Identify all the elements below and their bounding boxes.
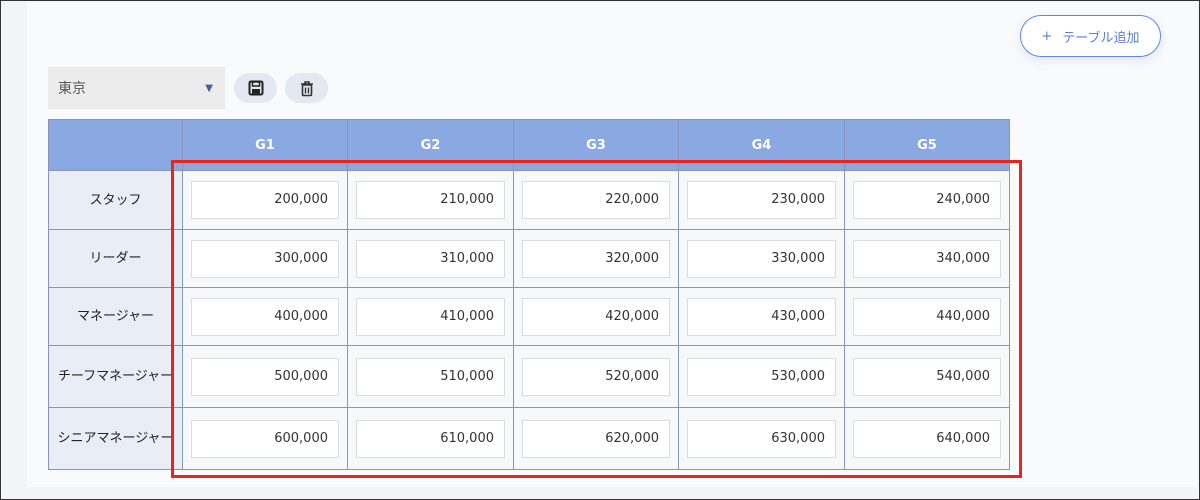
table-cell: 400,000: [182, 287, 348, 346]
amount-input[interactable]: 230,000: [687, 181, 836, 219]
amount-input[interactable]: 320,000: [522, 239, 670, 278]
table-row: シニアマネージャー 600,000 610,000 620,000 630,000 640…: [48, 407, 1010, 470]
amount-input[interactable]: 420,000: [522, 297, 670, 336]
table-cell: 430,000: [678, 287, 845, 346]
region-select-value: 東京: [58, 81, 86, 97]
plus-icon: +: [1041, 28, 1053, 44]
save-button[interactable]: [234, 73, 277, 103]
table-cell: 420,000: [513, 287, 679, 346]
add-table-label: テーブル追加: [1062, 30, 1140, 46]
table-cell: 200,000: [182, 170, 348, 230]
table-cell: 410,000: [347, 287, 514, 346]
row-label: リーダー: [48, 229, 183, 288]
table-cell: 500,000: [182, 345, 348, 408]
table-cell: 510,000: [347, 345, 514, 408]
table-cell: 210,000: [347, 170, 514, 230]
salary-table: G1 G2 G3 G4 G5 スタッフ 200,000 210,000 220,000 230,…: [48, 119, 1010, 470]
amount-input[interactable]: 200,000: [191, 181, 339, 219]
amount-input[interactable]: 430,000: [687, 297, 836, 336]
amount-input[interactable]: 520,000: [522, 357, 670, 396]
amount-input[interactable]: 610,000: [356, 419, 505, 458]
region-select[interactable]: 東京 ▼: [48, 67, 225, 109]
amount-input[interactable]: 630,000: [687, 419, 836, 458]
table-cell: 220,000: [513, 170, 679, 230]
amount-input[interactable]: 500,000: [191, 357, 339, 396]
add-table-button[interactable]: + テーブル追加: [1020, 15, 1161, 57]
amount-input[interactable]: 300,000: [191, 239, 339, 278]
row-label: マネージャー: [48, 287, 183, 346]
table-cell: 310,000: [347, 229, 514, 288]
amount-input[interactable]: 540,000: [853, 357, 1001, 396]
amount-input[interactable]: 640,000: [853, 419, 1001, 458]
amount-input[interactable]: 620,000: [522, 419, 670, 458]
table-cell: 540,000: [844, 345, 1010, 408]
amount-input[interactable]: 220,000: [522, 181, 670, 219]
table-row: マネージャー 400,000 410,000 420,000 430,000 440,00…: [48, 287, 1010, 346]
row-label: スタッフ: [48, 170, 183, 230]
amount-input[interactable]: 340,000: [853, 239, 1001, 278]
table-row: リーダー 300,000 310,000 320,000 330,000 340,000: [48, 229, 1010, 288]
amount-input[interactable]: 600,000: [191, 419, 339, 458]
table-cell: 300,000: [182, 229, 348, 288]
amount-input[interactable]: 330,000: [687, 239, 836, 278]
table-row: チーフマネージャー 500,000 510,000 520,000 530,000 540…: [48, 345, 1010, 408]
row-label: シニアマネージャー: [48, 407, 183, 470]
table-cell: 530,000: [678, 345, 845, 408]
table-cell: 340,000: [844, 229, 1010, 288]
table-cell: 440,000: [844, 287, 1010, 346]
delete-button[interactable]: [285, 73, 328, 103]
amount-input[interactable]: 310,000: [356, 239, 505, 278]
table-cell: 630,000: [678, 407, 845, 470]
trash-icon: [300, 80, 313, 96]
column-header: [48, 119, 183, 171]
table-cell: 640,000: [844, 407, 1010, 470]
table-cell: 330,000: [678, 229, 845, 288]
amount-input[interactable]: 410,000: [356, 297, 505, 336]
amount-input[interactable]: 240,000: [853, 181, 1001, 219]
row-label: チーフマネージャー: [48, 345, 183, 408]
floppy-disk-icon: [248, 80, 263, 96]
table-row: スタッフ 200,000 210,000 220,000 230,000 240,000: [48, 170, 1010, 230]
amount-input[interactable]: 210,000: [356, 181, 505, 219]
table-cell: 320,000: [513, 229, 679, 288]
amount-input[interactable]: 400,000: [191, 297, 339, 336]
table-cell: 610,000: [347, 407, 514, 470]
table-cell: 240,000: [844, 170, 1010, 230]
table-cell: 600,000: [182, 407, 348, 470]
highlight-box: [171, 160, 1022, 478]
table-cell: 620,000: [513, 407, 679, 470]
dropdown-arrow-icon: ▼: [205, 82, 213, 94]
amount-input[interactable]: 440,000: [853, 297, 1001, 336]
table-cell: 520,000: [513, 345, 679, 408]
table-cell: 230,000: [678, 170, 845, 230]
amount-input[interactable]: 530,000: [687, 357, 836, 396]
amount-input[interactable]: 510,000: [356, 357, 505, 396]
